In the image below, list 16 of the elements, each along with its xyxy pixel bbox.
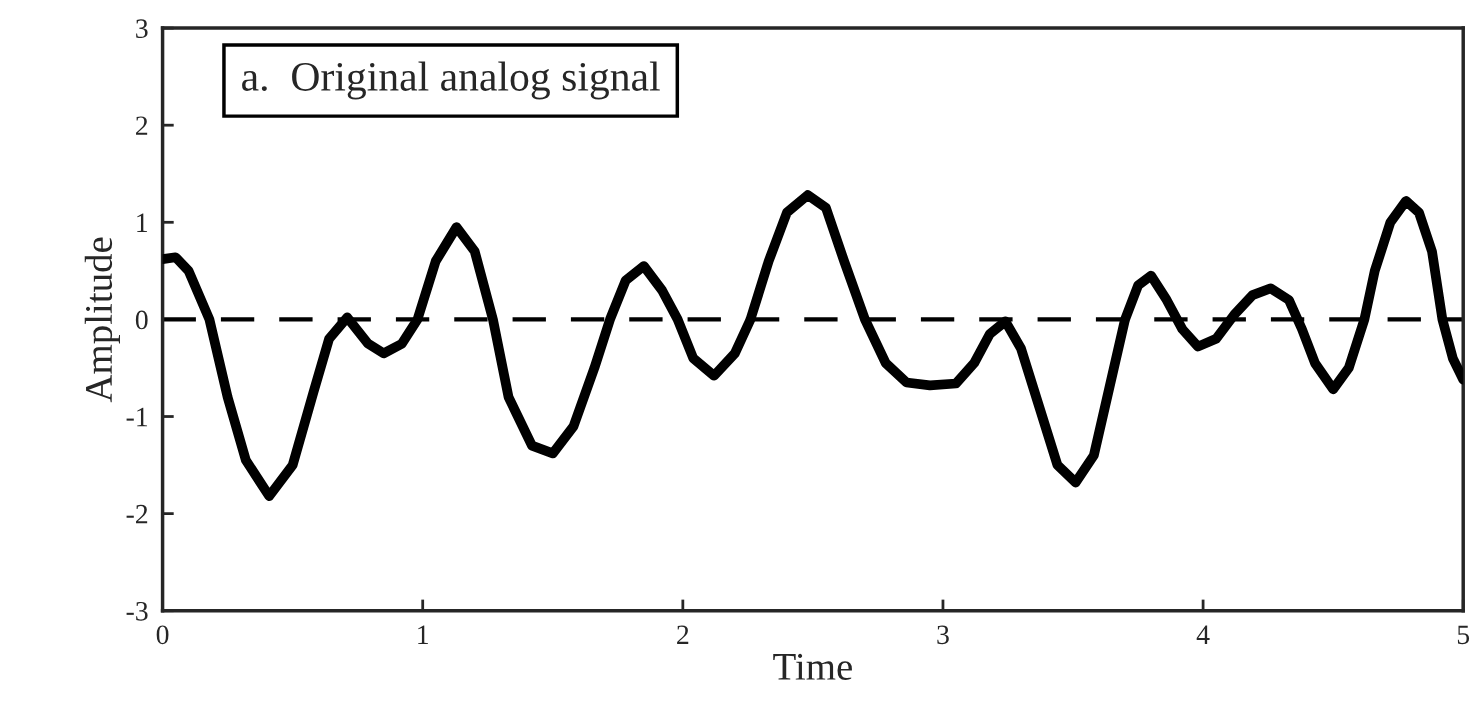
y-tick-label: -2 [126, 504, 148, 524]
x-tick-label: 0 [156, 625, 169, 645]
y-tick-label: -1 [126, 407, 148, 427]
x-tick-label: 2 [677, 625, 689, 644]
y-tick-label: 2 [136, 116, 148, 135]
y-tick-label: -3 [126, 601, 148, 621]
x-tick-label: 4 [1196, 625, 1210, 644]
x-tick-label: 5 [1457, 625, 1470, 645]
x-tick-label: 1 [418, 625, 428, 644]
x-tick-label: 3 [937, 625, 949, 645]
y-tick-label: 3 [136, 19, 148, 38]
y-axis-title: Amplitude [84, 237, 120, 403]
y-tick-label: 0 [135, 310, 148, 330]
x-axis-title: Time [773, 653, 852, 680]
y-tick-label: 1 [137, 213, 148, 232]
annotation: a. Original analog signal [242, 61, 660, 100]
